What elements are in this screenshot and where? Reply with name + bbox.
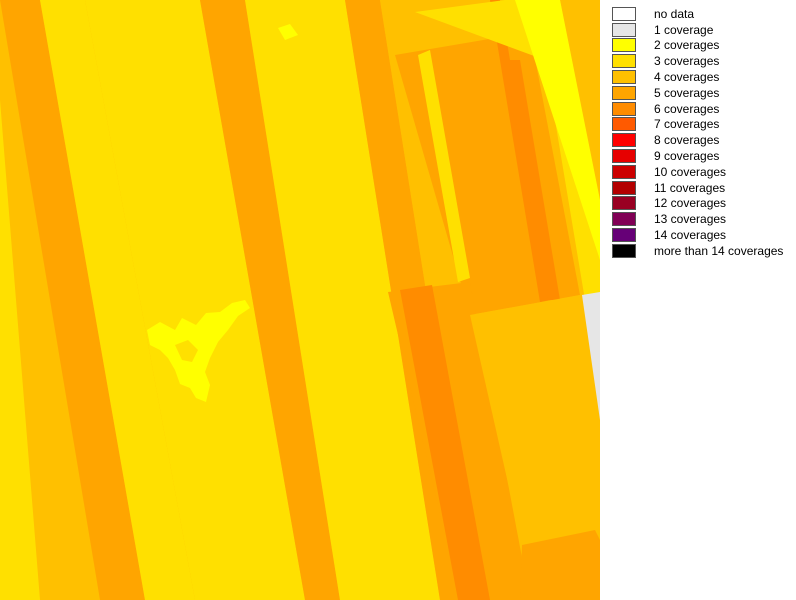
legend-label: 9 coverages xyxy=(654,149,720,164)
legend-item-2-coverages: 2 coverages xyxy=(612,38,796,54)
legend-label: 1 coverage xyxy=(654,22,714,37)
legend-item-11-coverages: 11 coverages xyxy=(612,180,796,196)
legend-item-7-coverages: 7 coverages xyxy=(612,117,796,133)
legend-item-9-coverages: 9 coverages xyxy=(612,148,796,164)
coverage-map xyxy=(0,0,600,600)
swath-3cov-a xyxy=(40,0,195,600)
legend-swatch xyxy=(612,6,636,21)
legend-swatch xyxy=(612,101,636,116)
legend-swatch xyxy=(612,133,636,148)
legend-swatch xyxy=(612,180,636,195)
swath-5cov-b xyxy=(200,0,340,600)
legend-label: 13 coverages xyxy=(654,212,727,227)
legend-label: 11 coverages xyxy=(654,180,726,195)
legend-swatch xyxy=(612,212,636,227)
region-1cov-right xyxy=(582,292,600,420)
legend-item-4-coverages: 4 coverages xyxy=(612,69,796,85)
legend-item-no-data: no data xyxy=(612,6,796,22)
legend-swatch xyxy=(612,22,636,37)
legend-swatch xyxy=(612,117,636,132)
swath-6cov-lower xyxy=(400,285,490,600)
legend-item-1-coverage: 1 coverage xyxy=(612,22,796,38)
swath-3cov-left xyxy=(0,100,40,600)
legend-label: 14 coverages xyxy=(654,228,727,243)
legend-label: 6 coverages xyxy=(654,101,720,116)
legend-swatch xyxy=(612,149,636,164)
legend-item-14-coverages: 14 coverages xyxy=(612,227,796,243)
swath-3cov-c xyxy=(245,0,440,600)
legend-label: 5 coverages xyxy=(654,85,720,100)
legend-swatch xyxy=(612,38,636,53)
legend-swatch xyxy=(612,70,636,85)
legend-label: 10 coverages xyxy=(654,164,727,179)
legend-item-6-coverages: 6 coverages xyxy=(612,101,796,117)
legend-swatch xyxy=(612,228,636,243)
swath-3cov-b xyxy=(85,0,305,600)
legend-label: 4 coverages xyxy=(654,70,720,85)
islet-2cov xyxy=(278,24,298,40)
lake-2cov xyxy=(147,300,250,402)
legend-item-12-coverages: 12 coverages xyxy=(612,196,796,212)
legend-swatch xyxy=(612,196,636,211)
region-5cov-bottom-right xyxy=(520,530,600,600)
legend-swatch xyxy=(612,164,636,179)
legend-label: more than 14 coverages xyxy=(654,243,784,258)
legend-label: 12 coverages xyxy=(654,196,727,211)
legend-label: 3 coverages xyxy=(654,54,720,69)
legend-label: 7 coverages xyxy=(654,117,720,132)
legend-swatch xyxy=(612,54,636,69)
legend-swatch xyxy=(612,243,636,258)
region-4cov-lower xyxy=(470,295,600,545)
legend-item-13-coverages: 13 coverages xyxy=(612,211,796,227)
legend-label: no data xyxy=(654,6,695,21)
region-3cov-upper xyxy=(418,50,470,282)
legend-item-8-coverages: 8 coverages xyxy=(612,132,796,148)
swath-2cov-right xyxy=(515,0,600,260)
legend-label: 2 coverages xyxy=(654,38,720,53)
legend-swatch xyxy=(612,85,636,100)
legend-item-10-coverages: 10 coverages xyxy=(612,164,796,180)
legend-item-5-coverages: 5 coverages xyxy=(612,85,796,101)
swath-5cov-a xyxy=(0,0,145,600)
legend-item-more-than-14-coverages: more than 14 coverages xyxy=(612,243,796,259)
legend-item-3-coverages: 3 coverages xyxy=(612,53,796,69)
legend-label: 8 coverages xyxy=(654,133,720,148)
map-legend: no data 1 coverage 2 coverages 3 coverag… xyxy=(612,6,796,259)
lake-inner xyxy=(175,340,198,362)
swath-6cov-upper-b xyxy=(505,60,560,300)
